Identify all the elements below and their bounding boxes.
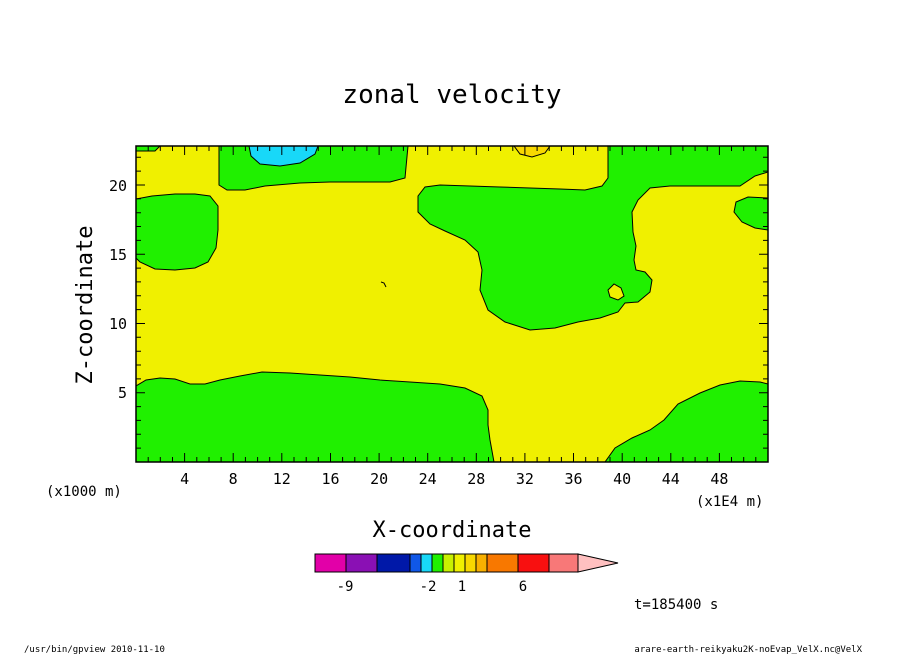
region-small-contour bbox=[380, 281, 387, 288]
colorbar-segment bbox=[314, 553, 347, 573]
colorbar-segment bbox=[442, 553, 455, 573]
x-tick-label: 24 bbox=[419, 470, 437, 488]
region-green-top-right bbox=[417, 146, 768, 331]
x-unit-right: (x1E4 m) bbox=[696, 494, 763, 510]
y-ticks bbox=[136, 156, 768, 449]
y-tick-label: 10 bbox=[109, 315, 127, 333]
x-tick-label: 28 bbox=[467, 470, 485, 488]
x-tick-label: 20 bbox=[370, 470, 388, 488]
colorbar-segment bbox=[475, 553, 488, 573]
region-green-bottom-left bbox=[136, 371, 495, 462]
colorbar-label: 6 bbox=[519, 579, 527, 595]
y-tick-label: 20 bbox=[109, 177, 127, 195]
time-annotation: t=185400 s bbox=[634, 597, 718, 613]
region-orange-top bbox=[513, 146, 551, 158]
colorbar bbox=[314, 553, 619, 573]
x-tick-label: 40 bbox=[613, 470, 631, 488]
x-tick-label: 48 bbox=[710, 470, 728, 488]
colorbar-segment bbox=[420, 553, 433, 573]
plot-area bbox=[136, 146, 768, 462]
chart-title: zonal velocity bbox=[342, 80, 561, 110]
colorbar-label: 1 bbox=[458, 579, 466, 595]
colorbar-extend-arrow bbox=[577, 553, 619, 573]
region-green-bottom-right bbox=[604, 380, 768, 462]
region-green-left bbox=[136, 193, 219, 271]
x-tick-label: 16 bbox=[321, 470, 339, 488]
colorbar-labels: -9 -2 1 6 bbox=[337, 579, 528, 595]
colorbar-label: -9 bbox=[337, 579, 354, 595]
colorbar-segment bbox=[453, 553, 466, 573]
colorbar-segment bbox=[431, 553, 444, 573]
x-tick-label: 8 bbox=[229, 470, 238, 488]
region-green-right bbox=[733, 196, 768, 231]
x-tick-label: 32 bbox=[516, 470, 534, 488]
colorbar-segment bbox=[464, 553, 477, 573]
region-cyan-top bbox=[248, 146, 319, 167]
x-tick-labels: 4 8 12 16 20 24 28 32 36 40 44 48 bbox=[180, 470, 728, 488]
y-axis-label: Z-coordinate bbox=[73, 226, 98, 385]
x-ticks bbox=[147, 146, 757, 462]
colorbar-segment bbox=[345, 553, 378, 573]
colorbar-segment bbox=[548, 553, 579, 573]
x-axis-label: X-coordinate bbox=[373, 518, 532, 543]
x-tick-label: 4 bbox=[180, 470, 189, 488]
footer-right: arare-earth-reikyaku2K-noEvap_VelX.nc@Ve… bbox=[634, 645, 862, 654]
x-tick-label: 12 bbox=[273, 470, 291, 488]
colorbar-label: -2 bbox=[420, 579, 437, 595]
colorbar-segment bbox=[517, 553, 550, 573]
x-tick-label: 36 bbox=[564, 470, 582, 488]
colorbar-segment bbox=[409, 553, 422, 573]
colorbar-segment bbox=[486, 553, 519, 573]
colorbar-segment bbox=[376, 553, 411, 573]
footer-left: /usr/bin/gpview 2010-11-10 bbox=[24, 645, 165, 654]
y-tick-labels: 5 10 15 20 bbox=[109, 177, 127, 402]
region-yellow-hole bbox=[607, 283, 625, 301]
y-tick-label: 5 bbox=[118, 384, 127, 402]
y-tick-label: 15 bbox=[109, 246, 127, 264]
x-tick-label: 44 bbox=[662, 470, 680, 488]
x-unit-left: (x1000 m) bbox=[46, 484, 122, 500]
